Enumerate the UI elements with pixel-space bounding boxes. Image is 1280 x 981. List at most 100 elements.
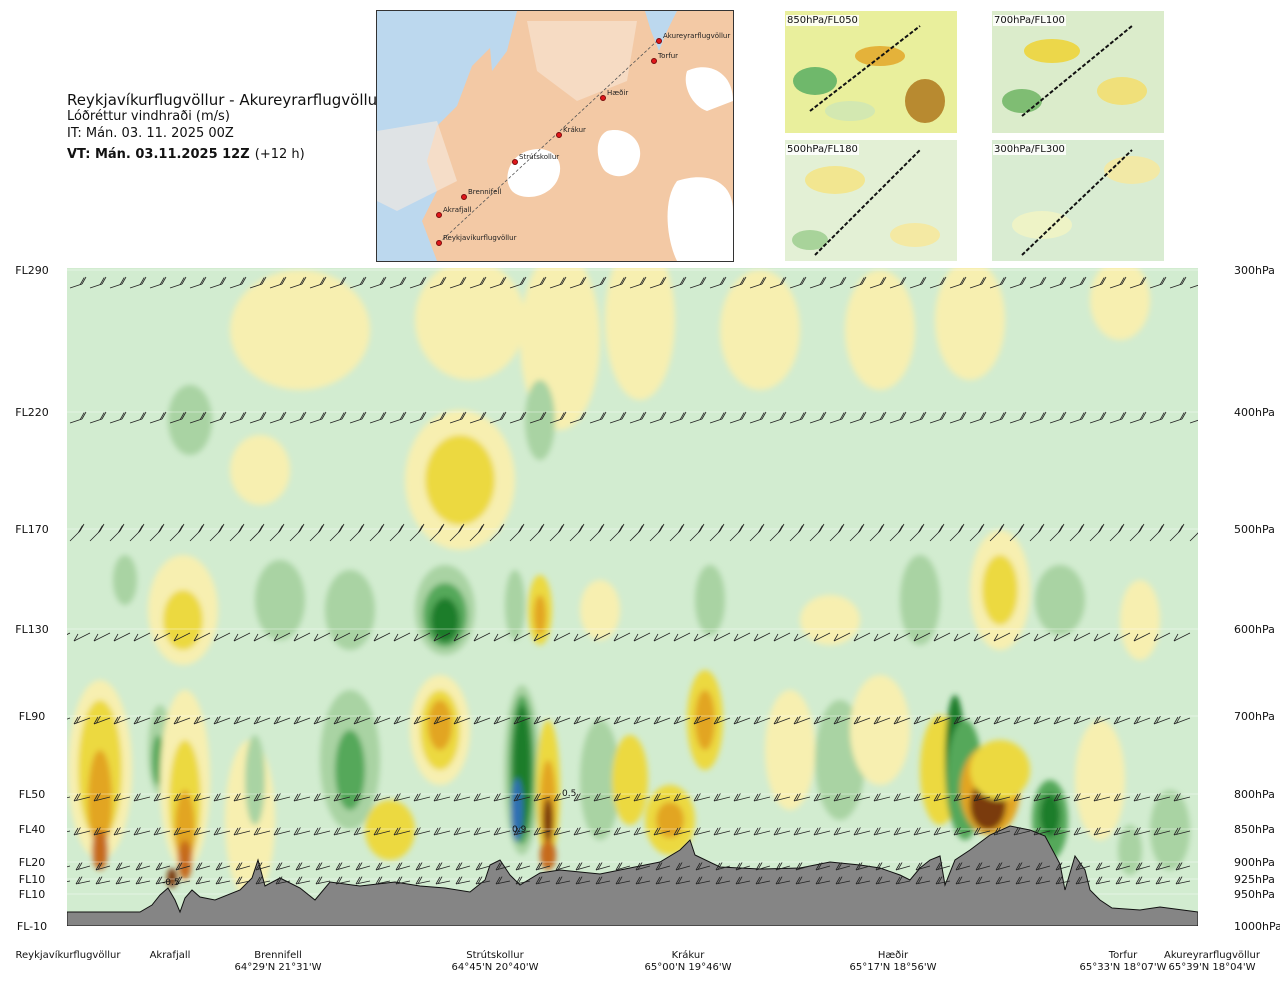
velocity-cell: [167, 868, 177, 888]
wind-barb: [695, 876, 711, 885]
wind-barb: [253, 715, 271, 725]
wind-barb: [1093, 715, 1111, 725]
wind-barb: [955, 862, 971, 871]
wind-barb: [709, 276, 727, 289]
velocity-cell: [970, 740, 1030, 800]
wind-barb: [1113, 827, 1131, 836]
wind-barb: [893, 827, 911, 836]
velocity-cell: [695, 565, 725, 635]
wind-barb: [1009, 276, 1027, 289]
parameter-label: Lóðréttur vindhraði (m/s): [67, 109, 230, 124]
left-axis-label: FL10: [19, 888, 45, 901]
wind-barb: [693, 793, 711, 802]
location-coord: 65°00'N 19°46'W: [644, 962, 732, 973]
wind-barb: [989, 523, 1005, 542]
wind-barb: [769, 411, 787, 424]
wind-barb: [69, 276, 87, 289]
wind-barb: [773, 793, 791, 802]
wind-barb: [75, 862, 91, 871]
route-map-label: Krákur: [563, 126, 586, 134]
wind-barb: [1109, 523, 1125, 542]
wind-barb: [1169, 411, 1187, 424]
wind-barb: [495, 876, 511, 885]
wind-barb: [893, 715, 911, 725]
velocity-cell: [1120, 580, 1160, 660]
wind-barb: [349, 411, 367, 424]
wind-barb: [369, 276, 387, 289]
route-map-point: [656, 38, 662, 44]
wind-barb: [1189, 419, 1198, 424]
wind-barb: [549, 411, 567, 424]
right-axis-label: 950hPa: [1234, 888, 1275, 901]
wind-barb: [273, 715, 291, 725]
wind-barb: [1115, 862, 1131, 871]
wind-barb: [873, 793, 891, 802]
wind-barb: [653, 793, 671, 802]
wind-barb: [833, 827, 851, 836]
wind-barb: [1073, 793, 1091, 802]
route-map-label: Reykjavíkurflugvöllur: [443, 234, 517, 242]
wind-barb: [749, 411, 767, 424]
wind-barb: [433, 715, 451, 725]
wind-barb: [953, 827, 971, 836]
wind-barb: [953, 793, 971, 802]
wind-barb: [635, 862, 651, 871]
velocity-cell: [765, 690, 815, 810]
wind-barb: [849, 411, 867, 424]
wind-barb: [173, 632, 191, 642]
wind-barb: [573, 793, 591, 802]
wind-barb: [1069, 523, 1085, 542]
wind-barb: [515, 862, 531, 871]
wind-barb: [449, 523, 465, 542]
wind-barb: [393, 632, 411, 642]
wind-barb: [195, 876, 211, 885]
wind-barb: [889, 411, 907, 424]
velocity-cell: [1090, 268, 1150, 340]
wind-barb: [793, 715, 811, 725]
wind-barb: [593, 793, 611, 802]
wind-barb: [235, 876, 251, 885]
wind-barb: [169, 276, 187, 289]
wind-barb: [153, 715, 171, 725]
left-axis-label: FL10: [19, 873, 45, 886]
location-label: Akureyrarflugvöllur 65°39'N 18°04'W: [1142, 950, 1280, 973]
wind-barb: [833, 793, 851, 802]
wind-barb: [235, 862, 251, 871]
velocity-cell: [1035, 565, 1085, 635]
wind-barb: [1055, 862, 1071, 871]
wind-barb: [713, 715, 731, 725]
location-name: Reykjavíkurflugvöllur: [15, 950, 121, 961]
wind-barb: [413, 793, 431, 802]
wind-barb: [949, 411, 967, 424]
wind-barb: [1113, 793, 1131, 802]
wind-barb: [173, 827, 191, 836]
wind-barb: [135, 876, 151, 885]
wind-barb: [1155, 876, 1171, 885]
wind-barb: [933, 715, 951, 725]
wind-barb: [749, 276, 767, 289]
location-label: Akrafjall: [100, 950, 240, 961]
wind-barb: [895, 876, 911, 885]
right-axis-label: 1000hPa: [1234, 920, 1280, 933]
wind-barb: [113, 827, 131, 836]
wind-barb: [1173, 793, 1191, 802]
wind-barb: [1129, 411, 1147, 424]
wind-barb: [273, 632, 291, 642]
wind-barb: [333, 715, 351, 725]
wind-barb: [393, 793, 411, 802]
location-name: Akureyrarflugvöllur: [1163, 950, 1260, 961]
wind-barb: [1095, 876, 1111, 885]
wind-barb: [909, 411, 927, 424]
wind-barb: [773, 632, 791, 642]
wind-barb: [809, 276, 827, 289]
wind-barb: [1013, 827, 1031, 836]
wind-barb: [289, 523, 305, 542]
wind-barb: [989, 276, 1007, 289]
wind-barb: [233, 715, 251, 725]
velocity-cell: [113, 555, 137, 605]
wind-barb: [253, 827, 271, 836]
wind-barb: [609, 411, 627, 424]
wind-barb: [375, 876, 391, 885]
wind-barb: [1075, 862, 1091, 871]
wind-barb: [973, 793, 991, 802]
